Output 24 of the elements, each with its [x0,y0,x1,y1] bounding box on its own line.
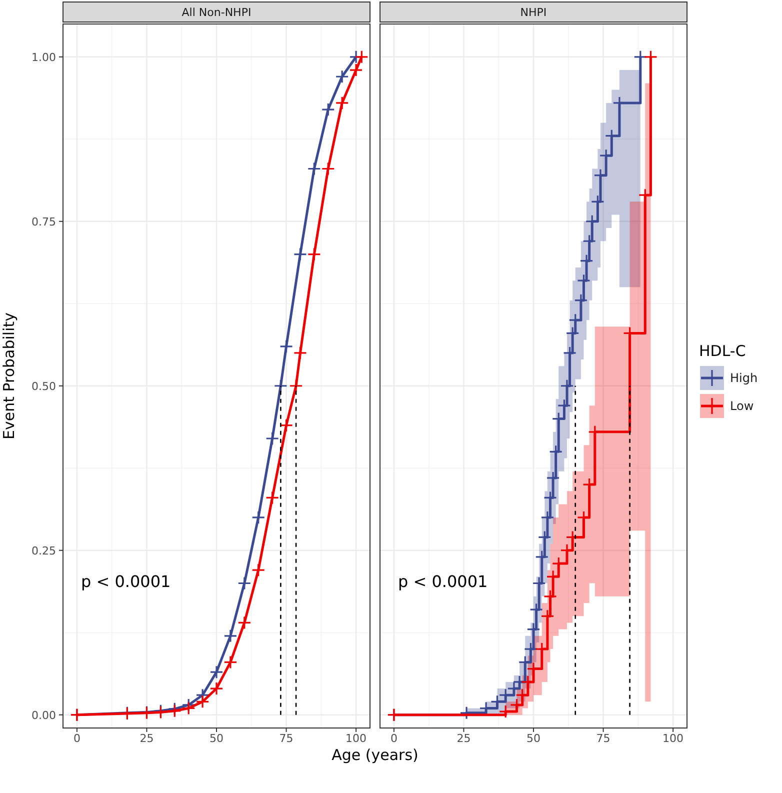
x-tick-label: 75 [279,732,294,745]
chart-title: All Non-NHPI [182,6,252,19]
y-tick-label: 1.00 [32,50,56,64]
x-tick-label: 0 [390,732,398,745]
x-tick-label: 0 [73,732,80,745]
x-tick-label: 75 [596,732,610,745]
chart-title: NHPI [520,6,547,19]
y-tick-label: 0.75 [32,215,56,228]
x-tick-label: 25 [456,732,471,745]
x-axis-title: Age (years) [332,746,418,764]
x-tick-label: 50 [210,732,224,745]
x-tick-label: 50 [526,732,540,745]
y-tick-label: 0.50 [32,380,56,393]
annotation: p < 0.0001 [81,572,171,592]
legend-label: High [730,371,758,385]
legend-title: HDL-C [699,342,746,360]
x-tick-label: 100 [662,732,684,745]
x-tick-label: 100 [346,732,367,745]
y-tick-label: 0.00 [32,708,56,722]
annotation: p < 0.0001 [398,572,488,592]
x-tick-label: 25 [140,732,154,745]
y-tick-label: 0.25 [32,544,56,558]
legend-label: Low [730,399,754,413]
y-axis-title: Event Probability [0,312,18,440]
